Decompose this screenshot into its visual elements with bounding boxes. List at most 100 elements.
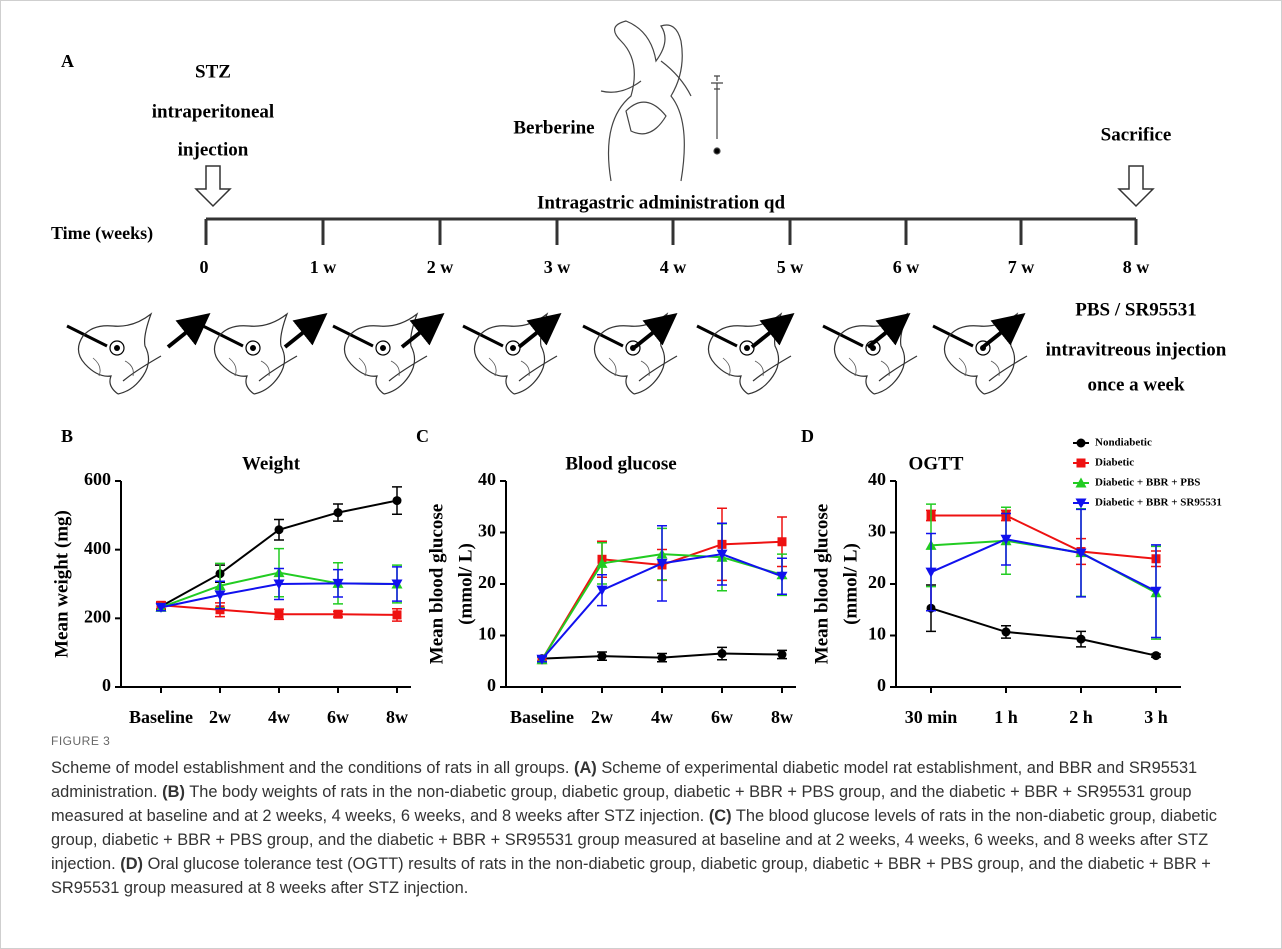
data-point — [1001, 627, 1011, 637]
data-point — [536, 654, 548, 665]
legend-label: Diabetic — [1095, 457, 1134, 469]
caption-sentence: The body weights of rats in the non-diab… — [51, 783, 1192, 825]
x-tick-label: 6w — [327, 707, 349, 726]
sacrifice-text: Sacrifice — [1101, 124, 1172, 145]
data-point — [1000, 534, 1012, 545]
y-tick-label: 30 — [868, 521, 886, 541]
chart-title: Blood glucose — [565, 453, 676, 474]
x-tick-label: 2w — [209, 707, 231, 726]
data-point — [1075, 548, 1087, 559]
y-tick-label: 0 — [487, 675, 496, 695]
legend-label: Diabetic + BBR + SR95531 — [1095, 497, 1222, 509]
data-point — [777, 537, 787, 547]
x-tick-label: 4w — [651, 707, 673, 726]
y-tick-label: 0 — [877, 675, 886, 695]
injection-text: once a week — [1087, 374, 1185, 395]
x-tick-label: 2w — [591, 707, 613, 726]
x-tick-label: 1 h — [994, 707, 1018, 726]
injection-arrow — [166, 313, 211, 349]
rat-head — [65, 312, 163, 396]
x-tick-label: Baseline — [510, 707, 574, 726]
panel-label: B — [61, 426, 73, 446]
data-point — [1150, 586, 1162, 597]
series-line — [930, 539, 1157, 594]
data-point — [1076, 634, 1086, 644]
data-point — [776, 571, 788, 582]
panel-label: D — [801, 426, 814, 446]
chart-title: OGTT — [909, 453, 964, 474]
down-arrow — [1117, 165, 1155, 208]
data-point — [925, 567, 937, 578]
caption-panel-label: (D) — [120, 855, 144, 873]
injection-arrow — [633, 313, 678, 349]
timeline-tick-label: 5 w — [777, 257, 804, 277]
caption-panel-label: (A) — [573, 759, 597, 777]
data-point — [215, 605, 225, 615]
data-point — [333, 609, 343, 619]
timeline-tick-label: 0 — [200, 257, 209, 277]
series-line — [931, 514, 1157, 560]
data-point — [596, 557, 608, 568]
caption-text: Scheme of model establishment and the co… — [51, 756, 1231, 900]
y-tick-label: 40 — [868, 469, 886, 489]
figure-number: FIGURE 3 — [51, 734, 111, 748]
data-point — [333, 508, 343, 518]
injection-text: PBS / SR95531 — [1075, 299, 1196, 320]
y-tick-label: 600 — [84, 469, 111, 489]
y-tick-label: 400 — [84, 538, 111, 558]
y-tick-label: 40 — [478, 469, 496, 489]
data-point — [716, 549, 728, 560]
data-point — [596, 585, 608, 596]
down-arrow — [194, 165, 232, 208]
x-tick-label: 4w — [268, 707, 290, 726]
stz-text: intraperitoneal — [152, 101, 274, 122]
data-point — [1151, 651, 1161, 661]
data-point — [392, 496, 402, 506]
y-tick-label: 0 — [102, 675, 111, 695]
stz-text: STZ — [195, 61, 231, 82]
y-axis-label: (mmol/ L) — [840, 543, 861, 625]
legend-marker — [1075, 498, 1087, 509]
caption-sentence: Oral glucose tolerance test (OGTT) resul… — [51, 855, 1211, 897]
injection-arrow — [400, 313, 445, 349]
caption: FIGURE 3 Scheme of model establishment a… — [51, 734, 1231, 900]
x-tick-label: 30 min — [905, 707, 958, 726]
y-axis-label: (mmol/ L) — [455, 543, 476, 625]
y-axis-label: Mean weight (mg) — [51, 510, 72, 658]
series-line — [930, 607, 1157, 657]
data-point — [657, 653, 667, 663]
series-line — [930, 538, 1157, 593]
timeline-tick-label: 3 w — [544, 257, 571, 277]
caption-panel-label: (B) — [162, 783, 185, 801]
y-axis-label: Mean blood glucose — [811, 504, 832, 664]
x-tick-label: 2 h — [1069, 707, 1093, 726]
rat-head — [201, 312, 299, 396]
timeline-tick-label: 7 w — [1008, 257, 1035, 277]
timeline-tick-label: 6 w — [893, 257, 920, 277]
legend-marker — [1076, 438, 1086, 448]
stz-text: injection — [178, 139, 249, 160]
legend-label: Nondiabetic — [1095, 437, 1152, 449]
caption-sentence: Scheme of model establishment and the co… — [51, 759, 570, 777]
data-point — [273, 579, 285, 590]
panel-label: A — [61, 51, 74, 71]
y-tick-label: 20 — [478, 572, 496, 592]
data-point — [392, 610, 402, 620]
y-tick-label: 200 — [84, 606, 111, 626]
data-point — [391, 579, 403, 590]
timeline-tick-label: 4 w — [660, 257, 687, 277]
data-point — [155, 602, 167, 613]
injection-arrow — [283, 313, 328, 349]
data-point — [656, 558, 668, 569]
injection-text: intravitreous injection — [1046, 339, 1227, 360]
figure: A STZ intraperitoneal injection Berberin… — [51, 20, 1227, 726]
legend-label: Diabetic + BBR + PBS — [1095, 477, 1200, 489]
legend-marker — [1075, 477, 1087, 488]
y-tick-label: 20 — [868, 572, 886, 592]
injection-arrow — [981, 313, 1026, 349]
rat-head — [821, 312, 919, 396]
x-tick-label: 3 h — [1144, 707, 1168, 726]
hand-illustration — [600, 20, 723, 182]
caption-panel-label: (C) — [708, 807, 732, 825]
berberine-text: Berberine — [513, 117, 594, 138]
